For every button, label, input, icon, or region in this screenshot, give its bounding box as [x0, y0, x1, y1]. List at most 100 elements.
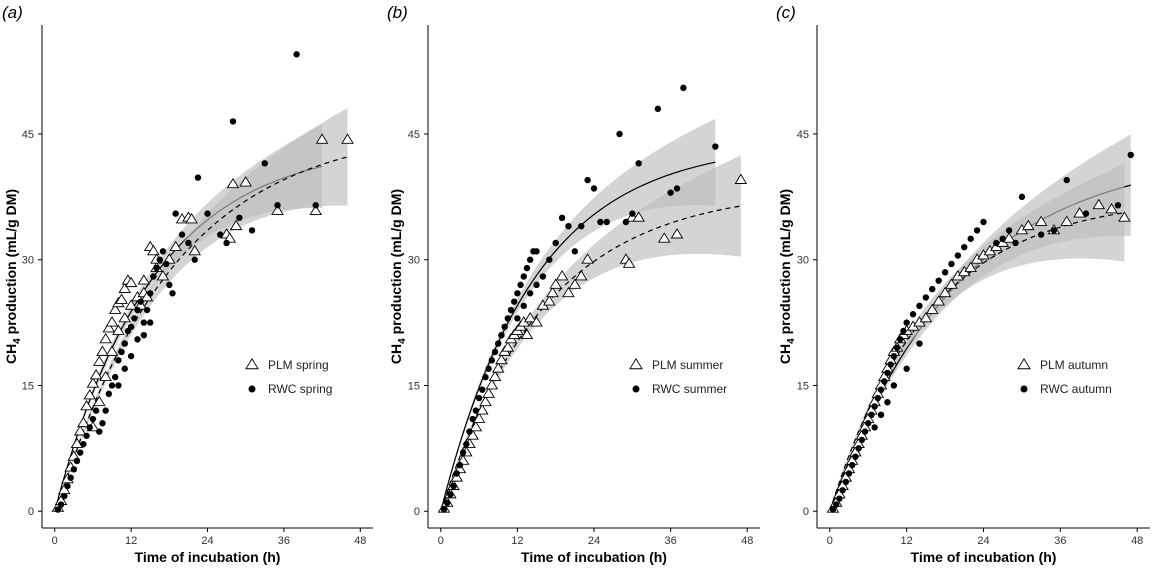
data-point-triangle	[657, 232, 671, 243]
data-point-triangle	[73, 425, 87, 436]
data-point-circle	[712, 143, 719, 150]
fit-line-dashed	[440, 205, 741, 512]
data-point-triangle	[581, 253, 594, 264]
data-point-triangle	[475, 404, 489, 415]
x-tick-label: 24	[201, 535, 213, 547]
data-point-triangle	[239, 176, 252, 187]
data-point-triangle	[520, 328, 534, 340]
data-point-circle	[112, 373, 119, 381]
panel-label: (c)	[776, 3, 796, 22]
y-tick-label: 30	[797, 255, 809, 267]
data-point-triangle	[543, 295, 556, 306]
data-point-triangle	[315, 133, 329, 144]
data-point-triangle	[108, 303, 122, 314]
data-point-circle	[312, 202, 319, 209]
data-point-circle	[874, 394, 882, 402]
data-point-circle	[466, 428, 473, 435]
data-point-triangle	[1118, 211, 1131, 222]
data-point-circle	[475, 394, 483, 402]
data-point-circle	[169, 290, 176, 297]
y-axis-label-rest: production (mL/g DM)	[3, 189, 19, 338]
data-point-circle	[884, 369, 891, 377]
data-point-circle	[903, 365, 910, 372]
data-point-triangle	[118, 282, 132, 293]
data-point-circle	[571, 248, 579, 255]
y-tick-label: 15	[408, 380, 420, 392]
data-point-circle	[488, 357, 496, 364]
data-point-circle	[980, 218, 987, 226]
data-point-circle	[73, 457, 81, 465]
data-point-triangle	[485, 379, 499, 390]
data-point-circle	[855, 445, 862, 452]
data-point-triangle	[546, 286, 559, 298]
data-point-circle	[871, 424, 878, 431]
data-point-circle	[450, 482, 457, 490]
y-axis-label-subscript: 4	[786, 338, 797, 344]
data-point-circle	[80, 440, 87, 448]
data-point-triangle	[83, 389, 97, 400]
y-axis-label: CH4 production (mL/g DM)	[388, 189, 408, 364]
data-point-circle	[453, 470, 460, 477]
data-point-triangle	[77, 416, 90, 428]
legend: PLM spring RWC spring	[245, 357, 332, 396]
y-axis-label-rest: production (mL/g DM)	[777, 189, 793, 338]
data-point-triangle	[147, 244, 160, 256]
x-tick-label: 12	[125, 535, 137, 547]
x-tick-label: 48	[741, 535, 753, 547]
data-point-circle	[533, 248, 540, 255]
data-point-circle	[1063, 176, 1070, 184]
data-point-circle	[836, 495, 843, 502]
data-point-circle	[127, 352, 135, 360]
data-point-circle	[1037, 231, 1045, 238]
panel-label: (b)	[387, 3, 408, 22]
x-tick-label: 12	[511, 535, 523, 547]
data-point-circle	[849, 461, 856, 469]
data-point-circle	[961, 243, 968, 251]
data-point-triangle	[964, 261, 977, 272]
y-tick-label: 45	[408, 129, 420, 141]
data-point-circle	[162, 260, 170, 268]
data-point-circle	[877, 411, 885, 419]
data-point-circle	[472, 407, 480, 414]
data-point-circle	[929, 285, 936, 293]
data-point-circle	[191, 256, 198, 263]
data-point-circle	[673, 185, 681, 192]
data-point-circle	[479, 386, 486, 393]
data-point-triangle	[185, 213, 198, 224]
data-point-circle	[520, 273, 527, 280]
data-point-circle	[194, 174, 202, 181]
data-point-triangle	[1092, 198, 1106, 210]
data-point-triangle	[92, 395, 106, 407]
data-point-triangle	[491, 362, 505, 373]
data-point-circle	[248, 227, 256, 234]
chart-panel-a: (a) 0 15 30 45 0 12 24 36 48 Time of incubation (h…	[2, 3, 373, 565]
y-axis-label-main: CH	[388, 344, 404, 364]
data-point-circle	[76, 449, 84, 456]
data-point-circle	[482, 373, 489, 381]
data-point-circle	[166, 281, 173, 289]
data-point-circle	[131, 315, 138, 322]
data-point-circle	[498, 331, 505, 339]
x-tick-label: 24	[588, 535, 600, 547]
data-point-circle	[495, 340, 502, 347]
y-tick-label: 0	[414, 506, 420, 518]
legend-marker-triangle	[629, 357, 643, 370]
y-axis-label-subscript: 4	[12, 338, 23, 344]
data-point-circle	[590, 185, 598, 192]
data-point-triangle	[118, 311, 132, 323]
data-point-circle	[999, 235, 1006, 242]
data-point-triangle	[488, 370, 502, 381]
y-axis-label-main: CH	[777, 344, 793, 364]
confidence-band	[440, 118, 716, 512]
data-point-circle	[993, 239, 1000, 247]
data-point-circle	[229, 118, 237, 125]
data-point-circle	[501, 323, 508, 330]
x-tick-label: 0	[827, 535, 833, 547]
data-point-triangle	[70, 437, 84, 449]
data-point-circle	[447, 491, 454, 498]
data-point-circle	[108, 382, 116, 389]
data-point-triangle	[482, 387, 495, 398]
data-point-circle	[134, 336, 141, 343]
data-point-circle	[463, 440, 470, 448]
x-tick-label: 12	[901, 535, 913, 547]
